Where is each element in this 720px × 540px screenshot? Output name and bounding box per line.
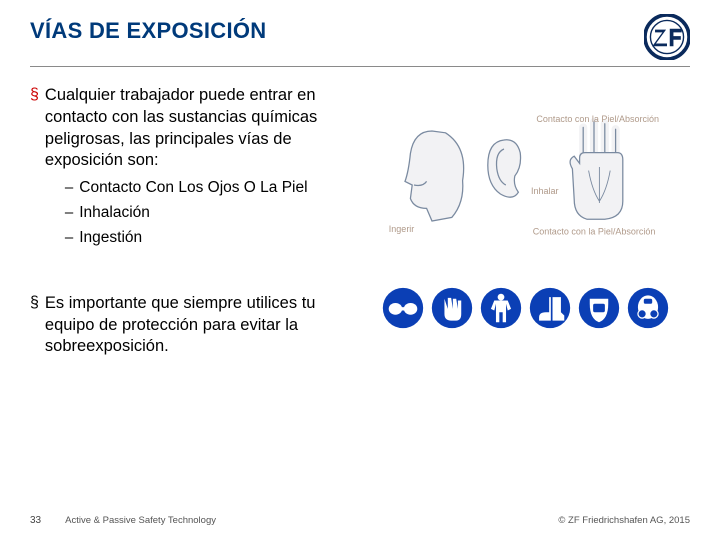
label-top-right: Contacto con la Piel/Absorción (536, 114, 659, 124)
exposure-diagram: Contacto con la Piel/Absorción Inhalar I… (362, 95, 682, 275)
face-shield-icon (578, 287, 620, 329)
bullet-item: § Cualquier trabajador puede entrar en c… (30, 85, 340, 253)
sub-item: – Inhalación (65, 203, 340, 224)
label-mid-right: Inhalar (531, 186, 559, 196)
slide-header: VÍAS DE EXPOSICIÓN (30, 18, 690, 67)
bullet-item: § Es importante que siempre utilices tu … (30, 293, 340, 358)
label-bottom-left: Ingerir (389, 224, 415, 234)
sub-text: Inhalación (79, 203, 150, 224)
dash-marker: – (65, 178, 73, 199)
slide-footer: 33 Active & Passive Safety Technology © … (30, 515, 690, 526)
dash-marker: – (65, 228, 73, 249)
text-column: § Cualquier trabajador puede entrar en c… (30, 85, 340, 376)
footer-left: 33 Active & Passive Safety Technology (30, 515, 216, 526)
bullet-text: Es importante que siempre utilices tu eq… (45, 293, 340, 358)
footer-copyright: © ZF Friedrichshafen AG, 2015 (558, 515, 690, 526)
bullet-text: Cualquier trabajador puede entrar en con… (45, 85, 340, 172)
sub-text: Contacto Con Los Ojos O La Piel (79, 178, 307, 199)
page-number: 33 (30, 515, 41, 526)
sub-list: – Contacto Con Los Ojos O La Piel – Inha… (65, 178, 340, 249)
bullet-marker: § (30, 85, 39, 253)
bullet-body: Cualquier trabajador puede entrar en con… (45, 85, 340, 253)
zf-logo (644, 14, 690, 60)
goggles-icon (382, 287, 424, 329)
ppe-icon-row (382, 287, 669, 329)
gloves-icon (431, 287, 473, 329)
dash-marker: – (65, 203, 73, 224)
footer-center-text: Active & Passive Safety Technology (65, 515, 216, 526)
respirator-icon (627, 287, 669, 329)
sub-text: Ingestión (79, 228, 142, 249)
coverall-icon (480, 287, 522, 329)
slide-title: VÍAS DE EXPOSICIÓN (30, 18, 266, 44)
figure-column: Contacto con la Piel/Absorción Inhalar I… (354, 85, 690, 376)
bullet-marker: § (30, 293, 39, 358)
sub-item: – Ingestión (65, 228, 340, 249)
sub-item: – Contacto Con Los Ojos O La Piel (65, 178, 340, 199)
label-bottom-right: Contacto con la Piel/Absorción (533, 227, 656, 237)
boots-icon (529, 287, 571, 329)
content-row: § Cualquier trabajador puede entrar en c… (30, 85, 690, 376)
slide-container: VÍAS DE EXPOSICIÓN § Cualquier trabajado… (0, 0, 720, 540)
